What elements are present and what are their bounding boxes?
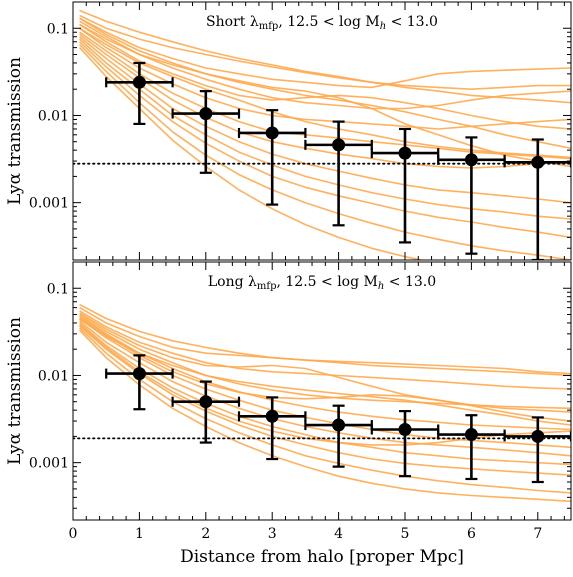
data-point: [398, 146, 412, 160]
sightline-11: [79, 41, 571, 239]
sightline-group-top: [79, 9, 571, 260]
x-tick-label: 7: [533, 526, 542, 542]
sightline-13: [79, 47, 425, 260]
sightline-4: [79, 313, 571, 410]
sightline-14: [79, 17, 571, 150]
data-point: [199, 107, 213, 121]
sightline-2: [79, 14, 571, 90]
x-tick-labels: 0 1 2 3 4 5 6 7: [69, 526, 543, 542]
data-point: [132, 75, 146, 89]
panel-title-top: Short λmfp, 12.5 < log Mh < 13.0: [206, 14, 438, 32]
sightline-9: [79, 325, 571, 476]
sightline-3: [79, 17, 571, 89]
sightline-11: [79, 329, 571, 503]
y-axis-label-top: Lyα transmission: [5, 57, 25, 205]
y-tick-label: 0.1: [47, 281, 69, 297]
x-tick-label: 1: [135, 526, 144, 542]
y-tick-label: 0.01: [38, 368, 69, 384]
sightline-5: [79, 23, 571, 130]
x-tick-label: 2: [201, 526, 210, 542]
y-tick-label: 0.001: [29, 196, 69, 212]
data-point: [531, 429, 545, 443]
sightline-10: [79, 327, 571, 494]
sightline-3: [79, 310, 571, 390]
panel-title-bottom: Long λmfp, 12.5 < log Mh < 13.0: [208, 274, 436, 292]
y-tick-label: 0.01: [38, 108, 69, 124]
x-tick-label: 6: [467, 526, 476, 542]
sightline-12: [79, 312, 571, 413]
data-point: [132, 367, 146, 381]
data-point: [265, 409, 279, 423]
data-point: [199, 395, 213, 409]
y-axis-label-bottom: Lyα transmission: [5, 317, 25, 465]
data-point: [332, 418, 346, 432]
axis-ticks-top: 0.001 0.01 0.1: [29, 1, 571, 260]
sightline-13: [79, 317, 571, 422]
binned-points-top: [73, 61, 571, 260]
sightline-1: [79, 9, 571, 104]
sightline-6: [79, 317, 571, 449]
data-point: [464, 153, 478, 167]
sightline-group-bottom: [79, 303, 571, 503]
x-tick-label: 4: [334, 526, 343, 542]
binned-points-bottom: [73, 354, 571, 484]
y-tick-label: 0.001: [29, 456, 69, 472]
panel-top: 0.001 0.01 0.1 Short λmfp, 12.5 < log Mh <…: [5, 1, 572, 261]
sightline-15: [79, 324, 571, 446]
sightline-8: [79, 322, 571, 466]
plot-frame-top: [72, 1, 572, 261]
panel-bottom: 0.001 0.01 0.1 Long λmfp, 12.5 < log Mh < …: [5, 261, 572, 521]
sightline-9: [79, 36, 571, 204]
sightline-16: [79, 27, 571, 159]
sightline-10: [79, 38, 571, 220]
x-tick-label: 0: [69, 526, 78, 542]
data-point: [332, 138, 346, 152]
sightline-15: [79, 23, 571, 168]
sightline-2: [79, 306, 571, 375]
y-tick-label: 0.1: [47, 21, 69, 37]
plot-frame-bottom: [72, 261, 572, 521]
data-point: [464, 428, 478, 442]
sightline-12: [79, 44, 571, 260]
sightline-14: [79, 318, 571, 426]
x-tick-label: 3: [268, 526, 277, 542]
sightline-7: [79, 320, 571, 457]
sightline-8: [79, 33, 571, 169]
x-axis-label: Distance from halo [proper Mpc]: [180, 547, 464, 567]
sightline-4: [79, 20, 571, 110]
data-point: [265, 126, 279, 140]
x-tick-label: 5: [401, 526, 410, 542]
sightline-6: [79, 27, 571, 130]
data-point: [531, 155, 545, 169]
data-point: [398, 423, 412, 437]
axis-ticks-bottom: 0.001 0.01 0.1: [29, 261, 571, 520]
sightline-5: [79, 315, 571, 431]
